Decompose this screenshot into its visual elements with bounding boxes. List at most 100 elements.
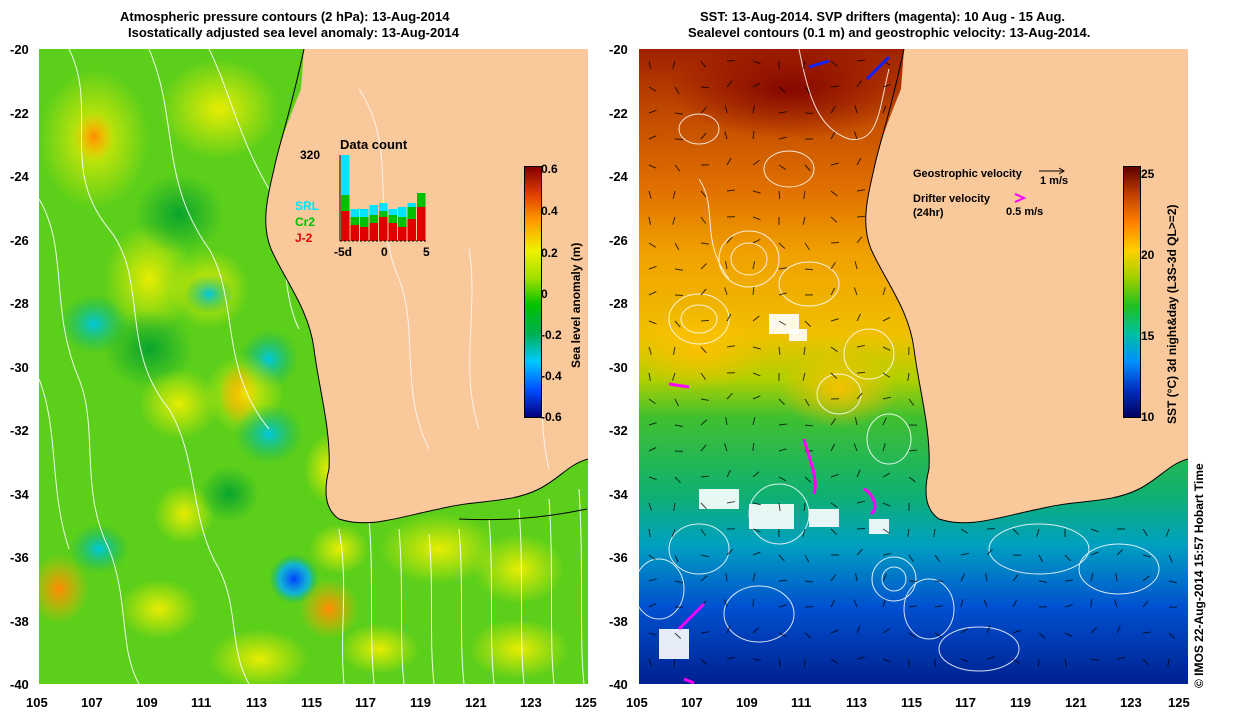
velocity-arrow — [648, 502, 652, 511]
velocity-arrow — [672, 190, 676, 199]
velocity-arrow — [882, 573, 887, 582]
velocity-arrow — [830, 629, 839, 634]
velocity-arrow — [752, 130, 755, 140]
velocity-arrow — [882, 417, 887, 426]
velocity-arrow — [700, 419, 708, 426]
velocity-arrow — [752, 315, 760, 322]
velocity-arrow — [934, 605, 943, 608]
velocity-arrow — [724, 105, 728, 114]
velocity-arrow — [830, 443, 836, 452]
velocity-arrow — [830, 105, 836, 114]
right-x-tick: 117 — [955, 695, 976, 710]
velocity-arrow — [1168, 554, 1173, 563]
velocity-arrow — [1012, 574, 1019, 582]
left-y-tick: -24 — [10, 169, 29, 184]
velocity-arrow — [674, 476, 681, 484]
velocity-arrow — [856, 236, 863, 244]
drifter-velocity-label: Drifter velocity — [913, 193, 991, 205]
velocity-arrow — [856, 625, 861, 634]
velocity-arrow — [1090, 573, 1094, 582]
velocity-arrow — [804, 424, 814, 427]
sla-cb-tick: 0.4 — [541, 204, 558, 218]
velocity-arrow — [726, 549, 734, 556]
velocity-arrow — [778, 398, 785, 406]
velocity-arrow — [726, 469, 732, 478]
velocity-arrow — [802, 216, 806, 225]
sst-colorbar — [1123, 166, 1141, 418]
left-y-tick: -32 — [10, 423, 29, 438]
data-count-bar — [388, 215, 397, 223]
velocity-arrow — [778, 476, 787, 482]
velocity-arrow — [856, 157, 862, 166]
velocity-arrow — [752, 551, 761, 556]
velocity-arrow — [674, 242, 680, 251]
velocity-arrow — [856, 344, 865, 348]
velocity-arrow — [752, 105, 755, 114]
velocity-arrow — [778, 190, 781, 200]
left-x-tick: 113 — [246, 695, 267, 710]
velocity-arrow — [752, 442, 755, 452]
sst-map-panel — [639, 49, 1188, 684]
velocity-arrow — [723, 599, 728, 608]
velocity-arrow — [830, 131, 836, 140]
right-x-tick: 119 — [1010, 695, 1031, 710]
velocity-arrow — [830, 287, 836, 296]
velocity-arrow — [856, 469, 861, 478]
right-y-tick: -28 — [609, 296, 628, 311]
velocity-arrow — [1116, 656, 1125, 660]
data-count-bar — [369, 215, 378, 223]
land-mass — [865, 49, 1188, 523]
imos-credit: © IMOS 22-Aug-2014 15:57 Hobart Time — [1192, 463, 1206, 688]
legend-cr2: Cr2 — [295, 215, 316, 229]
data-count-xlabel-1: 0 — [381, 245, 388, 259]
velocity-arrow — [882, 599, 886, 608]
velocity-arrow — [1115, 573, 1118, 582]
velocity-arrow — [882, 553, 891, 556]
velocity-arrow — [752, 159, 760, 166]
velocity-arrow — [907, 528, 910, 537]
left-x-tick: 125 — [575, 695, 597, 710]
velocity-arrow — [673, 502, 676, 511]
velocity-arrow — [804, 476, 812, 483]
velocity-arrow — [700, 346, 707, 354]
velocity-arrow — [752, 286, 755, 296]
sla-cb-tick: -0.6 — [541, 410, 562, 424]
velocity-arrow — [648, 602, 657, 608]
left-x-tick: 111 — [191, 695, 212, 710]
right-x-tick: 107 — [681, 695, 703, 710]
drifter-tracks — [668, 382, 877, 684]
data-count-bar — [407, 219, 416, 241]
sst-map — [639, 49, 1188, 684]
left-x-tick: 117 — [355, 695, 376, 710]
velocity-arrow — [778, 448, 787, 452]
velocity-arrow — [778, 136, 787, 140]
right-y-tick: -34 — [609, 487, 628, 502]
velocity-arrow — [854, 105, 858, 114]
velocity-arrow — [1142, 631, 1151, 634]
right-x-tick: 105 — [626, 695, 648, 710]
right-y-tick: -30 — [609, 360, 628, 375]
sst-cb-tick: 20 — [1141, 248, 1155, 262]
velocity-arrow — [700, 242, 709, 245]
velocity-arrow — [700, 190, 707, 198]
velocity-arrow — [960, 528, 969, 534]
velocity-arrow — [726, 59, 736, 62]
sst-colorbar-label: SST (°C) 3d night&day (L3S-3d QL>=2) — [1165, 204, 1179, 425]
velocity-arrow — [674, 86, 680, 95]
velocity-arrow — [804, 112, 814, 115]
velocity-arrow — [648, 190, 652, 199]
velocity-arrow — [934, 632, 942, 638]
velocity-arrow — [856, 548, 863, 556]
velocity-arrow — [882, 502, 891, 507]
data-count-bar — [417, 207, 426, 241]
velocity-arrow — [882, 396, 891, 400]
data-count-chart — [339, 155, 428, 242]
sla-cb-tick: 0.2 — [541, 246, 558, 260]
velocity-arrow — [1090, 627, 1098, 634]
velocity-arrow — [1090, 551, 1099, 556]
left-y-tick: -22 — [10, 106, 29, 121]
velocity-arrow — [983, 599, 988, 608]
velocity-arrow — [986, 548, 993, 556]
data-count-bar — [417, 193, 426, 207]
sla-cb-tick: -0.2 — [541, 328, 562, 342]
